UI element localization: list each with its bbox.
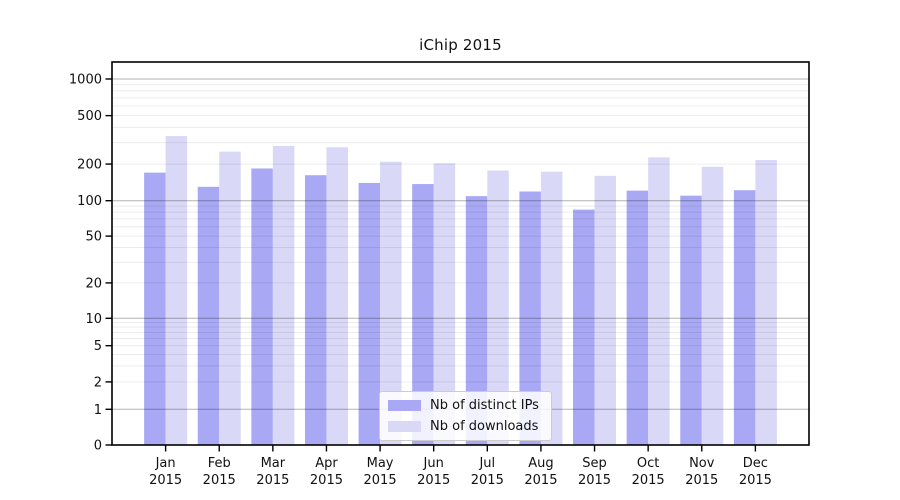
x-tick-label-year: 2015 <box>149 473 182 488</box>
bar-apr-distinct-ips <box>304 175 327 445</box>
bar-jun-downloads <box>433 163 456 446</box>
x-tick-label-month: Sep <box>582 456 607 471</box>
x-tick-label-month: Oct <box>637 456 659 471</box>
x-tick-label-year: 2015 <box>310 473 343 488</box>
gridlines-group <box>112 78 809 410</box>
x-tick-label-month: Apr <box>315 456 338 471</box>
x-tick-label-month: Dec <box>743 456 768 471</box>
bar-nov-distinct-ips <box>680 195 702 445</box>
legend-item-downloads: Nb of downloads <box>388 419 539 434</box>
bar-jul-distinct-ips <box>465 196 488 445</box>
x-tick-label-month: Aug <box>528 456 553 471</box>
bar-oct-distinct-ips <box>626 190 649 445</box>
x-tick-label-year: 2015 <box>364 473 397 488</box>
bar-jun-distinct-ips <box>412 184 434 446</box>
bar-apr-downloads <box>326 147 348 445</box>
bar-may-downloads <box>380 161 402 445</box>
chart-legend: Nb of distinct IPs Nb of downloads <box>379 391 552 441</box>
y-tick-label: 100 <box>77 194 102 209</box>
x-tick-label-month: Jun <box>423 456 444 471</box>
x-tick-label-year: 2015 <box>471 473 504 488</box>
bar-mar-downloads <box>272 145 295 446</box>
x-tick-label-year: 2015 <box>524 473 557 488</box>
bar-sep-distinct-ips <box>573 209 595 445</box>
bar-jan-distinct-ips <box>144 172 166 446</box>
x-tick-label-year: 2015 <box>578 473 611 488</box>
bar-sep-downloads <box>594 175 617 446</box>
y-tick-label: 1000 <box>69 73 102 88</box>
legend-label-downloads: Nb of downloads <box>430 419 539 434</box>
x-tick-label-month: Jul <box>478 456 495 471</box>
bar-dec-distinct-ips <box>733 190 756 445</box>
chart-title: iChip 2015 <box>419 36 502 54</box>
bar-dec-downloads <box>755 159 777 445</box>
y-tick-label: 0 <box>94 439 102 454</box>
y-tick-label: 20 <box>85 276 102 291</box>
x-tick-label-year: 2015 <box>203 473 236 488</box>
x-tick-label-month: Mar <box>261 456 286 471</box>
x-tick-label-year: 2015 <box>685 473 718 488</box>
x-tick-label-year: 2015 <box>632 473 665 488</box>
x-tick-label-month: Nov <box>689 456 715 471</box>
legend-label-distinct-ips: Nb of distinct IPs <box>430 398 539 413</box>
bar-aug-distinct-ips <box>519 191 541 445</box>
y-tick-label: 2 <box>94 375 102 390</box>
x-tick-label-year: 2015 <box>739 473 772 488</box>
bar-jul-downloads <box>487 170 509 445</box>
x-tick-label-year: 2015 <box>417 473 450 488</box>
y-tick-label: 5 <box>94 339 102 354</box>
y-tick-label: 1 <box>94 403 102 418</box>
bar-oct-downloads <box>648 157 670 446</box>
legend-swatch-distinct-ips <box>388 400 421 411</box>
x-tick-label-month: Jan <box>155 456 176 471</box>
legend-swatch-downloads <box>388 421 421 432</box>
bar-may-distinct-ips <box>358 182 381 446</box>
y-tick-label: 50 <box>85 230 102 245</box>
x-tick-label-year: 2015 <box>256 473 289 488</box>
y-tick-label: 200 <box>77 158 102 173</box>
legend-item-distinct-ips: Nb of distinct IPs <box>388 398 539 413</box>
y-tick-label: 500 <box>77 109 102 124</box>
bar-mar-distinct-ips <box>251 168 273 445</box>
axes-spines <box>111 61 810 446</box>
x-tick-label-month: May <box>367 456 394 471</box>
bar-feb-distinct-ips <box>197 186 220 445</box>
bars-group <box>144 136 777 446</box>
x-tick-label-month: Feb <box>208 456 231 471</box>
bar-jan-downloads <box>165 136 188 445</box>
bar-feb-downloads <box>219 151 241 445</box>
y-tick-label: 10 <box>85 312 102 327</box>
bar-aug-downloads <box>540 171 563 445</box>
bar-nov-downloads <box>701 166 724 445</box>
